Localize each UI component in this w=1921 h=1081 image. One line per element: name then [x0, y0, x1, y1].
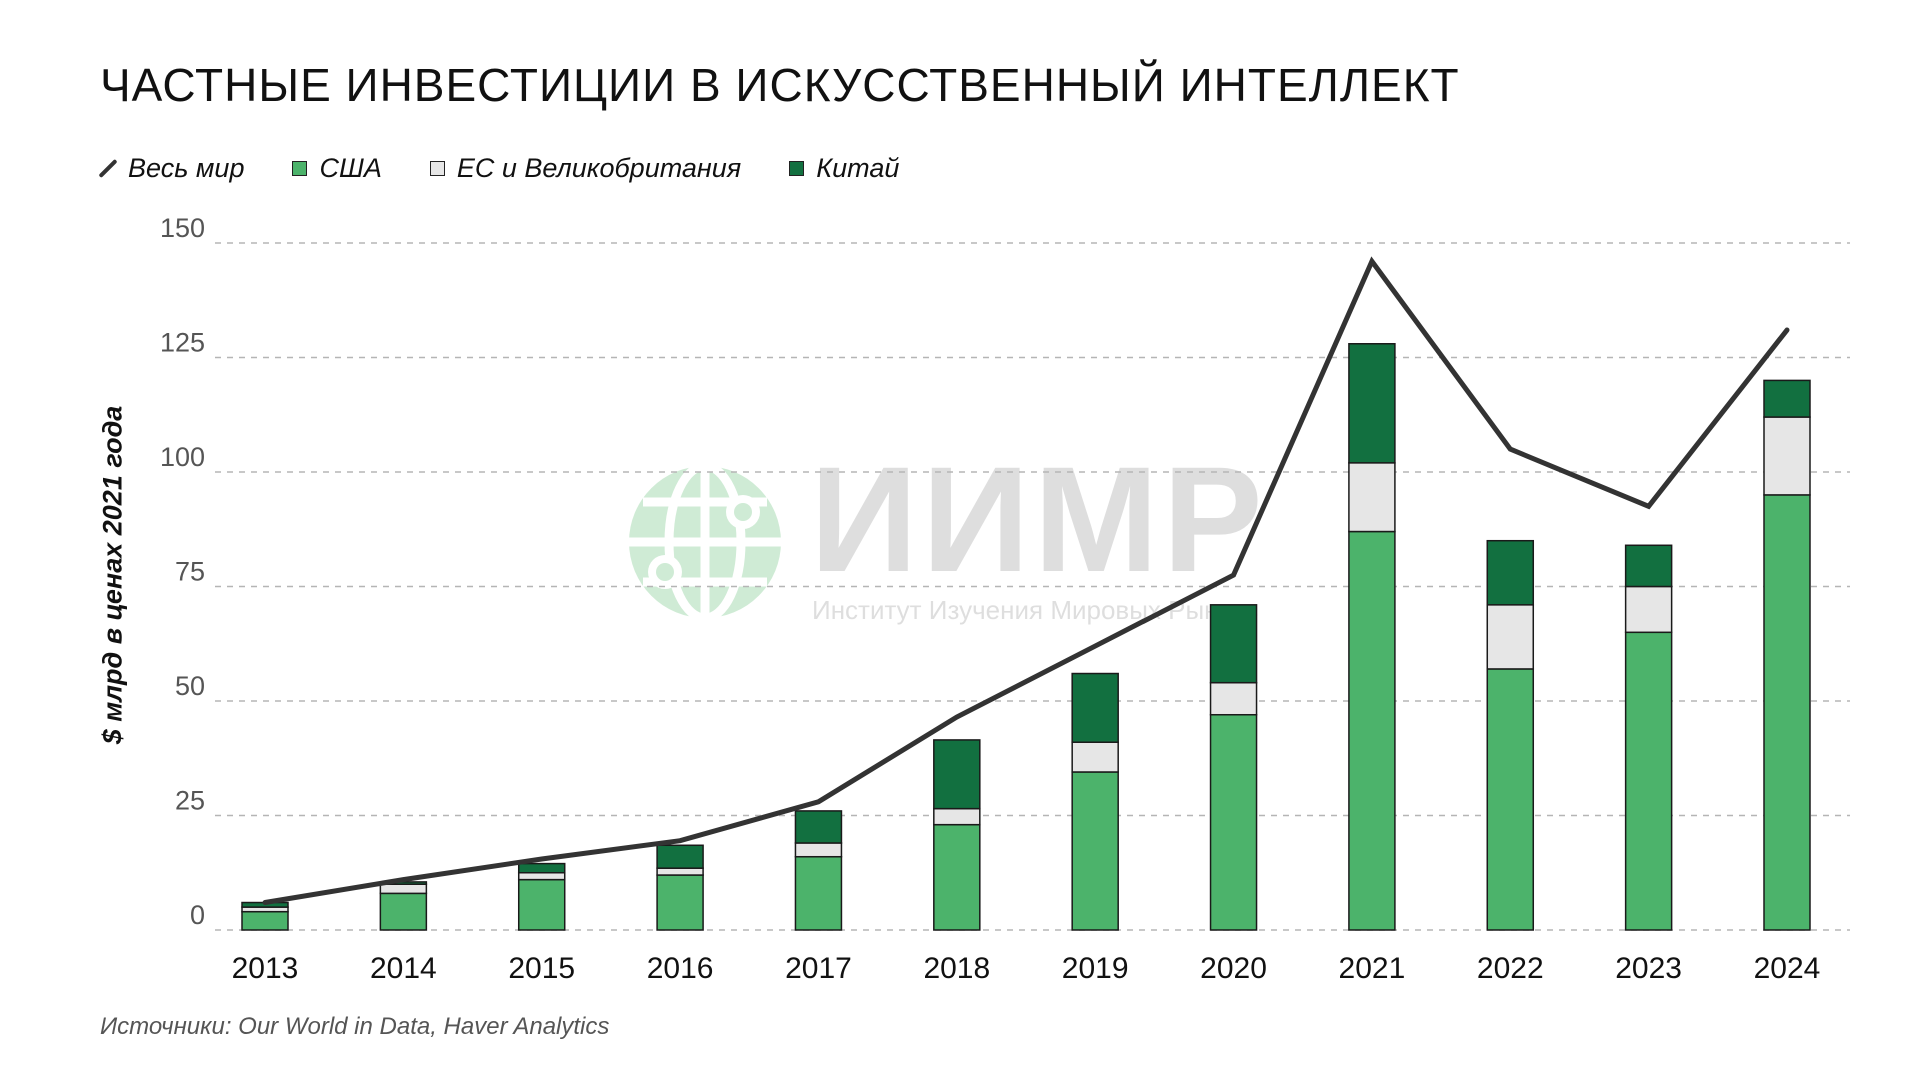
bar-us-2015 [517, 878, 566, 931]
x-tick-label: 2024 [1754, 952, 1821, 985]
source-note: Источники: Our World in Data, Haver Anal… [100, 1013, 610, 1040]
legend-label-world: Весь мир [128, 152, 245, 183]
bar-us-2014 [379, 892, 428, 931]
bar-eu-uk-2018 [933, 807, 981, 826]
legend-swatch-us [292, 160, 308, 176]
bar-eu-uk-2023 [1624, 585, 1673, 634]
x-tick-label: 2017 [785, 952, 852, 985]
watermark-brand: ИИМР [810, 435, 1267, 603]
bar-us-2024 [1763, 494, 1811, 931]
x-tick-label: 2022 [1477, 952, 1544, 985]
legend-label-eu-uk: ЕС и Великобритания [456, 152, 742, 183]
bar-eu-uk-2016 [656, 867, 704, 876]
bar-china-2021 [1348, 343, 1396, 464]
bar-eu-uk-2021 [1348, 462, 1396, 533]
legend-item-world: Весь мир [98, 153, 244, 184]
y-tick-label: 0 [190, 900, 205, 930]
bar-us-2016 [656, 874, 704, 931]
x-tick-label: 2020 [1200, 952, 1267, 985]
bar-eu-uk-2020 [1209, 681, 1258, 716]
x-tick-label: 2023 [1615, 952, 1682, 985]
chart-legend: Весь мир США ЕС и Великобритания Китай [98, 150, 947, 186]
bar-china-2017 [794, 810, 843, 844]
bar-china-2023 [1624, 544, 1673, 588]
bar-eu-uk-2022 [1486, 604, 1535, 670]
x-tick-label: 2014 [370, 952, 437, 985]
legend-label-us: США [319, 152, 382, 183]
bar-us-2018 [933, 823, 981, 931]
y-tick-label: 100 [160, 442, 205, 472]
x-tick-label: 2015 [508, 952, 575, 985]
y-tick-label: 150 [160, 213, 205, 243]
bar-china-2018 [933, 739, 981, 810]
bar-eu-uk-2024 [1763, 416, 1811, 496]
bar-china-2016 [656, 844, 704, 869]
x-tick-label: 2018 [923, 952, 990, 985]
bar-china-2020 [1209, 604, 1258, 684]
bar-china-2015 [517, 862, 566, 874]
bar-eu-uk-2019 [1071, 741, 1119, 773]
globe-logo-icon [629, 462, 781, 622]
line-world [262, 256, 1790, 906]
legend-item-us: США [292, 152, 382, 184]
legend-item-china: Китай [789, 153, 899, 184]
legend-swatch-china [789, 160, 805, 176]
y-tick-label: 25 [175, 786, 205, 816]
y-tick-label: 75 [175, 557, 205, 587]
y-tick-label: 125 [160, 328, 205, 358]
legend-swatch-eu-uk [429, 160, 445, 176]
chart-title: Частные инвестиции в искусственный интел… [100, 59, 1460, 111]
bar-us-2023 [1624, 631, 1673, 931]
x-tick-label: 2016 [647, 952, 714, 985]
bar-us-2017 [794, 855, 843, 931]
y-tick-label: 50 [175, 671, 205, 701]
bar-us-2020 [1209, 713, 1258, 931]
legend-item-eu-uk: ЕС и Великобритания [429, 152, 742, 184]
x-tick-label: 2021 [1339, 952, 1406, 985]
bar-eu-uk-2017 [794, 842, 843, 858]
watermark: ИИМР Институт Изучения Мировых Рынков [625, 444, 1325, 632]
bar-eu-uk-2015 [517, 872, 566, 881]
bar-us-2021 [1348, 530, 1396, 931]
bar-us-2022 [1486, 668, 1535, 931]
x-tick-label: 2013 [232, 952, 299, 985]
legend-label-china: Китай [816, 152, 900, 183]
bar-china-2019 [1071, 672, 1119, 743]
bar-us-2013 [241, 910, 289, 931]
bar-china-2024 [1763, 379, 1811, 418]
bar-us-2019 [1071, 771, 1119, 931]
bar-eu-uk-2014 [379, 883, 428, 895]
bar-china-2022 [1486, 539, 1535, 606]
x-tick-label: 2019 [1062, 952, 1129, 985]
